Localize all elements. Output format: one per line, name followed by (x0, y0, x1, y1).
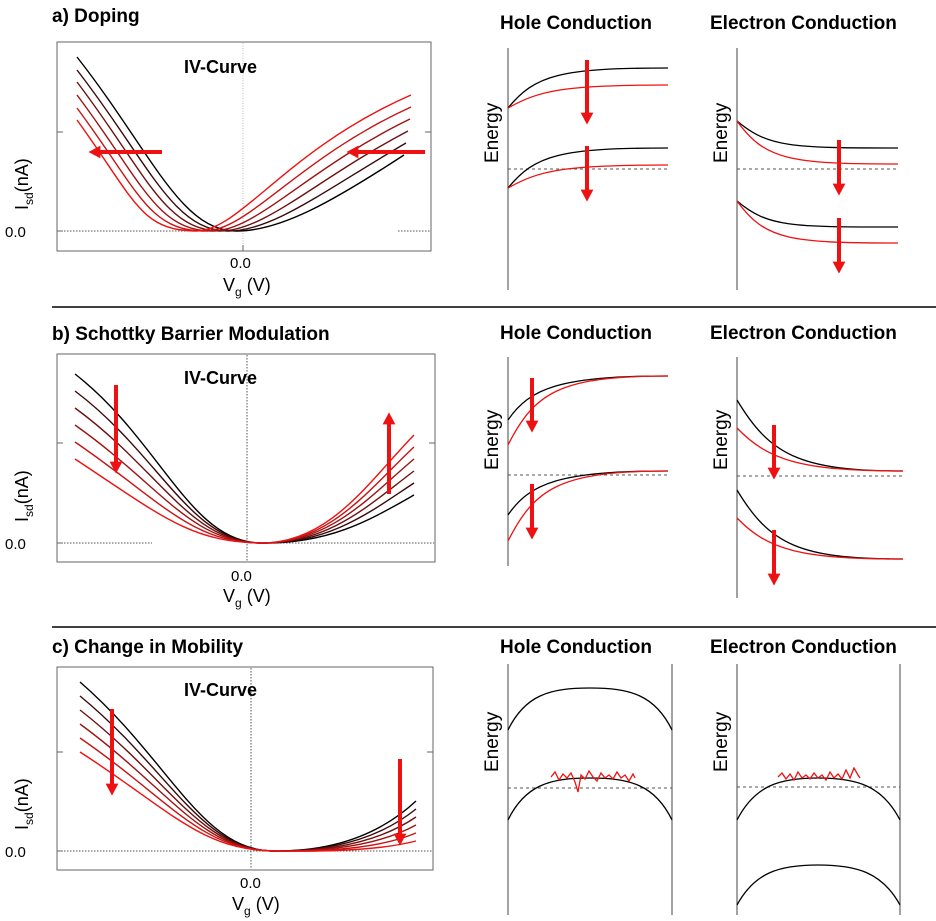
band-red (736, 200, 899, 244)
panel-c-title: c) Change in Mobility (52, 637, 243, 658)
iv-curve-3 (74, 407, 415, 544)
panel-b-title: b) Schottky Barrier Modulation (52, 324, 330, 345)
iv-curve-6 (79, 751, 417, 852)
band-black (507, 147, 669, 189)
y-tick-zero: 0.0 (5, 224, 26, 241)
band-black (507, 67, 669, 109)
band-black (507, 777, 673, 821)
panel-a: a) Doping Hole Conduction Electron Condu… (5, 6, 899, 299)
band-black (736, 399, 904, 472)
band-black (736, 864, 901, 906)
iv-curves (79, 681, 417, 852)
iv-curve-4 (74, 424, 415, 544)
band-black (736, 200, 899, 228)
x-axis-label: Vg (V) (232, 894, 280, 918)
iv-curve-2 (79, 695, 417, 852)
x-tick-zero: 0.0 (240, 875, 261, 892)
iv-frame (56, 41, 432, 252)
iv-frame (56, 666, 434, 871)
panel-c-electron-title: Electron Conduction (710, 637, 897, 658)
iv-curve-3 (79, 709, 417, 852)
band-black (507, 687, 673, 731)
y-tick-zero: 0.0 (5, 844, 26, 861)
x-tick-zero: 0.0 (231, 568, 252, 585)
iv-curve-title: IV-Curve (184, 368, 257, 388)
energy-label: Energy (711, 102, 732, 163)
energy-label: Energy (482, 102, 503, 163)
band-noise (777, 766, 861, 782)
iv-curve-6 (76, 94, 412, 232)
y-axis-label: Isd(nA) (12, 470, 36, 522)
band-red (507, 375, 669, 446)
iv-curve-title: IV-Curve (184, 57, 257, 77)
band-black (736, 777, 901, 821)
y-tick-zero: 0.0 (5, 536, 26, 553)
band-red (736, 427, 904, 472)
band-black (736, 120, 899, 149)
energy-label: Energy (711, 711, 732, 772)
panel-c: c) Change in Mobility Hole Conduction El… (5, 637, 901, 918)
iv-frame (56, 353, 436, 563)
energy-label: Energy (711, 409, 732, 470)
iv-curve-6 (74, 434, 415, 544)
energy-label: Energy (482, 711, 503, 772)
x-axis-label: Vg (V) (223, 586, 271, 610)
panel-a-electron-title: Electron Conduction (710, 13, 897, 34)
iv-curves (74, 373, 415, 544)
panel-a-hole-title: Hole Conduction (500, 13, 652, 34)
iv-curve-2 (74, 390, 415, 544)
iv-curve-1 (76, 56, 405, 232)
y-axis-label: Isd(nA) (12, 158, 36, 210)
band-red (507, 164, 669, 189)
x-axis-label: Vg (V) (223, 275, 271, 299)
x-tick-zero: 0.0 (230, 255, 251, 272)
panel-c-hole-title: Hole Conduction (500, 637, 652, 658)
band-noise (550, 769, 636, 793)
panel-b: b) Schottky Barrier Modulation Hole Cond… (5, 323, 904, 610)
band-red (736, 120, 899, 165)
panel-b-electron-title: Electron Conduction (710, 323, 897, 344)
iv-curve-title: IV-Curve (184, 680, 257, 700)
energy-label: Energy (482, 409, 503, 470)
iv-curves (76, 56, 412, 232)
panel-a-title: a) Doping (52, 6, 140, 27)
panel-b-hole-title: Hole Conduction (500, 323, 652, 344)
band-red (736, 517, 904, 560)
band-red (507, 84, 669, 109)
iv-curve-5 (76, 106, 412, 232)
y-axis-label: Isd(nA) (12, 778, 36, 830)
iv-curve-1 (79, 681, 417, 852)
iv-curve-1 (74, 373, 415, 544)
band-black (736, 489, 904, 560)
band-red (507, 470, 669, 542)
